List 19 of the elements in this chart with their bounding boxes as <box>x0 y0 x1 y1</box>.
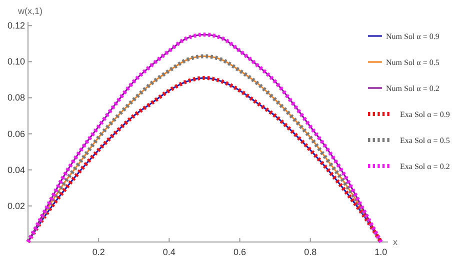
y-tick-label: 0.04 <box>7 164 25 175</box>
x-tick-label: 1.0 <box>374 247 388 257</box>
y-tick-label: 0.10 <box>7 56 25 67</box>
legend-label: Num Sol α = 0.9 <box>386 32 440 41</box>
x-tick-label: 0.8 <box>304 247 317 257</box>
y-tick-label: 0.02 <box>7 200 25 211</box>
y-tick-label: 0.06 <box>7 128 25 139</box>
legend-label: Exa Sol α = 0.5 <box>400 136 450 145</box>
legend-label: Exa Sol α = 0.2 <box>400 162 450 171</box>
legend-label: Num Sol α = 0.5 <box>386 58 440 67</box>
x-axis-title: x <box>393 237 398 247</box>
legend-label: Num Sol α = 0.2 <box>386 84 440 93</box>
y-axis-title: w(x,1) <box>17 6 42 16</box>
y-tick-label: 0.12 <box>7 20 25 31</box>
y-tick-label: 0.08 <box>7 92 25 103</box>
x-tick-label: 0.2 <box>92 247 105 257</box>
x-tick-label: 0.6 <box>234 247 246 257</box>
x-tick-label: 0.4 <box>162 247 176 257</box>
legend-label: Exa Sol α = 0.9 <box>400 110 450 119</box>
